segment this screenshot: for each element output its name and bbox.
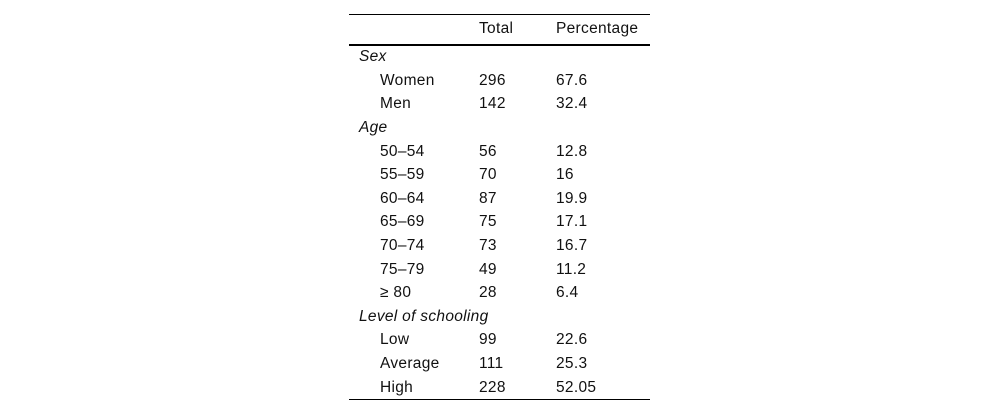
cell-total: 111 [479,355,504,373]
table-row: Men 142 32.4 [349,93,650,117]
cell-percentage: 6.4 [556,284,579,302]
cell-total: 87 [479,189,497,207]
demographics-table: Total Percentage Sex Women 296 67.6 Men 142 32… [349,14,650,401]
table-row: 70–74 73 16.7 [349,234,650,258]
cell-label: Men [380,95,412,113]
cell-total: 75 [479,213,497,231]
table-header-row: Total Percentage [349,15,650,44]
cell-percentage: 16 [556,166,574,184]
cell-label: ≥ 80 [380,284,412,302]
cell-label: 55–59 [380,166,425,184]
table-row: Women 296 67.6 [349,69,650,93]
table-row: ≥ 80 28 6.4 [349,281,650,305]
cell-label: 75–79 [380,260,425,278]
cell-label: High [380,378,414,396]
cell-percentage: 67.6 [556,71,588,89]
cell-label: 70–74 [380,237,425,255]
table-header-rule [349,43,650,46]
cell-total: 296 [479,71,506,89]
table-row: 60–64 87 19.9 [349,187,650,211]
table-row: Low 99 22.6 [349,329,650,353]
cell-percentage: 32.4 [556,95,588,113]
cell-total: 228 [479,378,506,396]
cell-total: 28 [479,284,497,302]
cell-total: 70 [479,166,497,184]
header-total: Total [479,20,514,38]
table-row: 55–59 70 16 [349,163,650,187]
table-row: Average 111 25.3 [349,352,650,376]
cell-label: Low [380,331,410,349]
cell-percentage: 22.6 [556,331,588,349]
table-bottom-rule [349,399,650,401]
cell-total: 99 [479,331,497,349]
section-header-row: Level of schooling [349,305,650,329]
cell-percentage: 25.3 [556,355,588,373]
table-row: 50–54 56 12.8 [349,140,650,164]
section-header-row: Age [349,116,650,140]
cell-label: 50–54 [380,142,425,160]
cell-total: 49 [479,260,497,278]
cell-percentage: 17.1 [556,213,588,231]
section-header-label: Level of schooling [359,307,489,325]
table-row: High 228 52.05 [349,376,650,400]
cell-total: 73 [479,237,497,255]
section-header-label: Age [359,119,388,137]
cell-percentage: 11.2 [556,260,587,278]
table-body: Sex Women 296 67.6 Men 142 32.4 Age 50–54 56 12.8 5… [349,46,650,400]
cell-total: 56 [479,142,497,160]
cell-percentage: 12.8 [556,142,588,160]
cell-label: Women [380,71,435,89]
table-row: 65–69 75 17.1 [349,211,650,235]
section-header-label: Sex [359,48,387,66]
cell-label: Average [380,355,440,373]
section-header-row: Sex [349,46,650,70]
table-top-rule [349,14,650,15]
cell-percentage: 19.9 [556,189,588,207]
cell-percentage: 16.7 [556,237,588,255]
cell-percentage: 52.05 [556,378,597,396]
cell-total: 142 [479,95,506,113]
cell-label: 65–69 [380,213,425,231]
table-row: 75–79 49 11.2 [349,258,650,282]
header-percentage: Percentage [556,20,639,38]
cell-label: 60–64 [380,189,425,207]
